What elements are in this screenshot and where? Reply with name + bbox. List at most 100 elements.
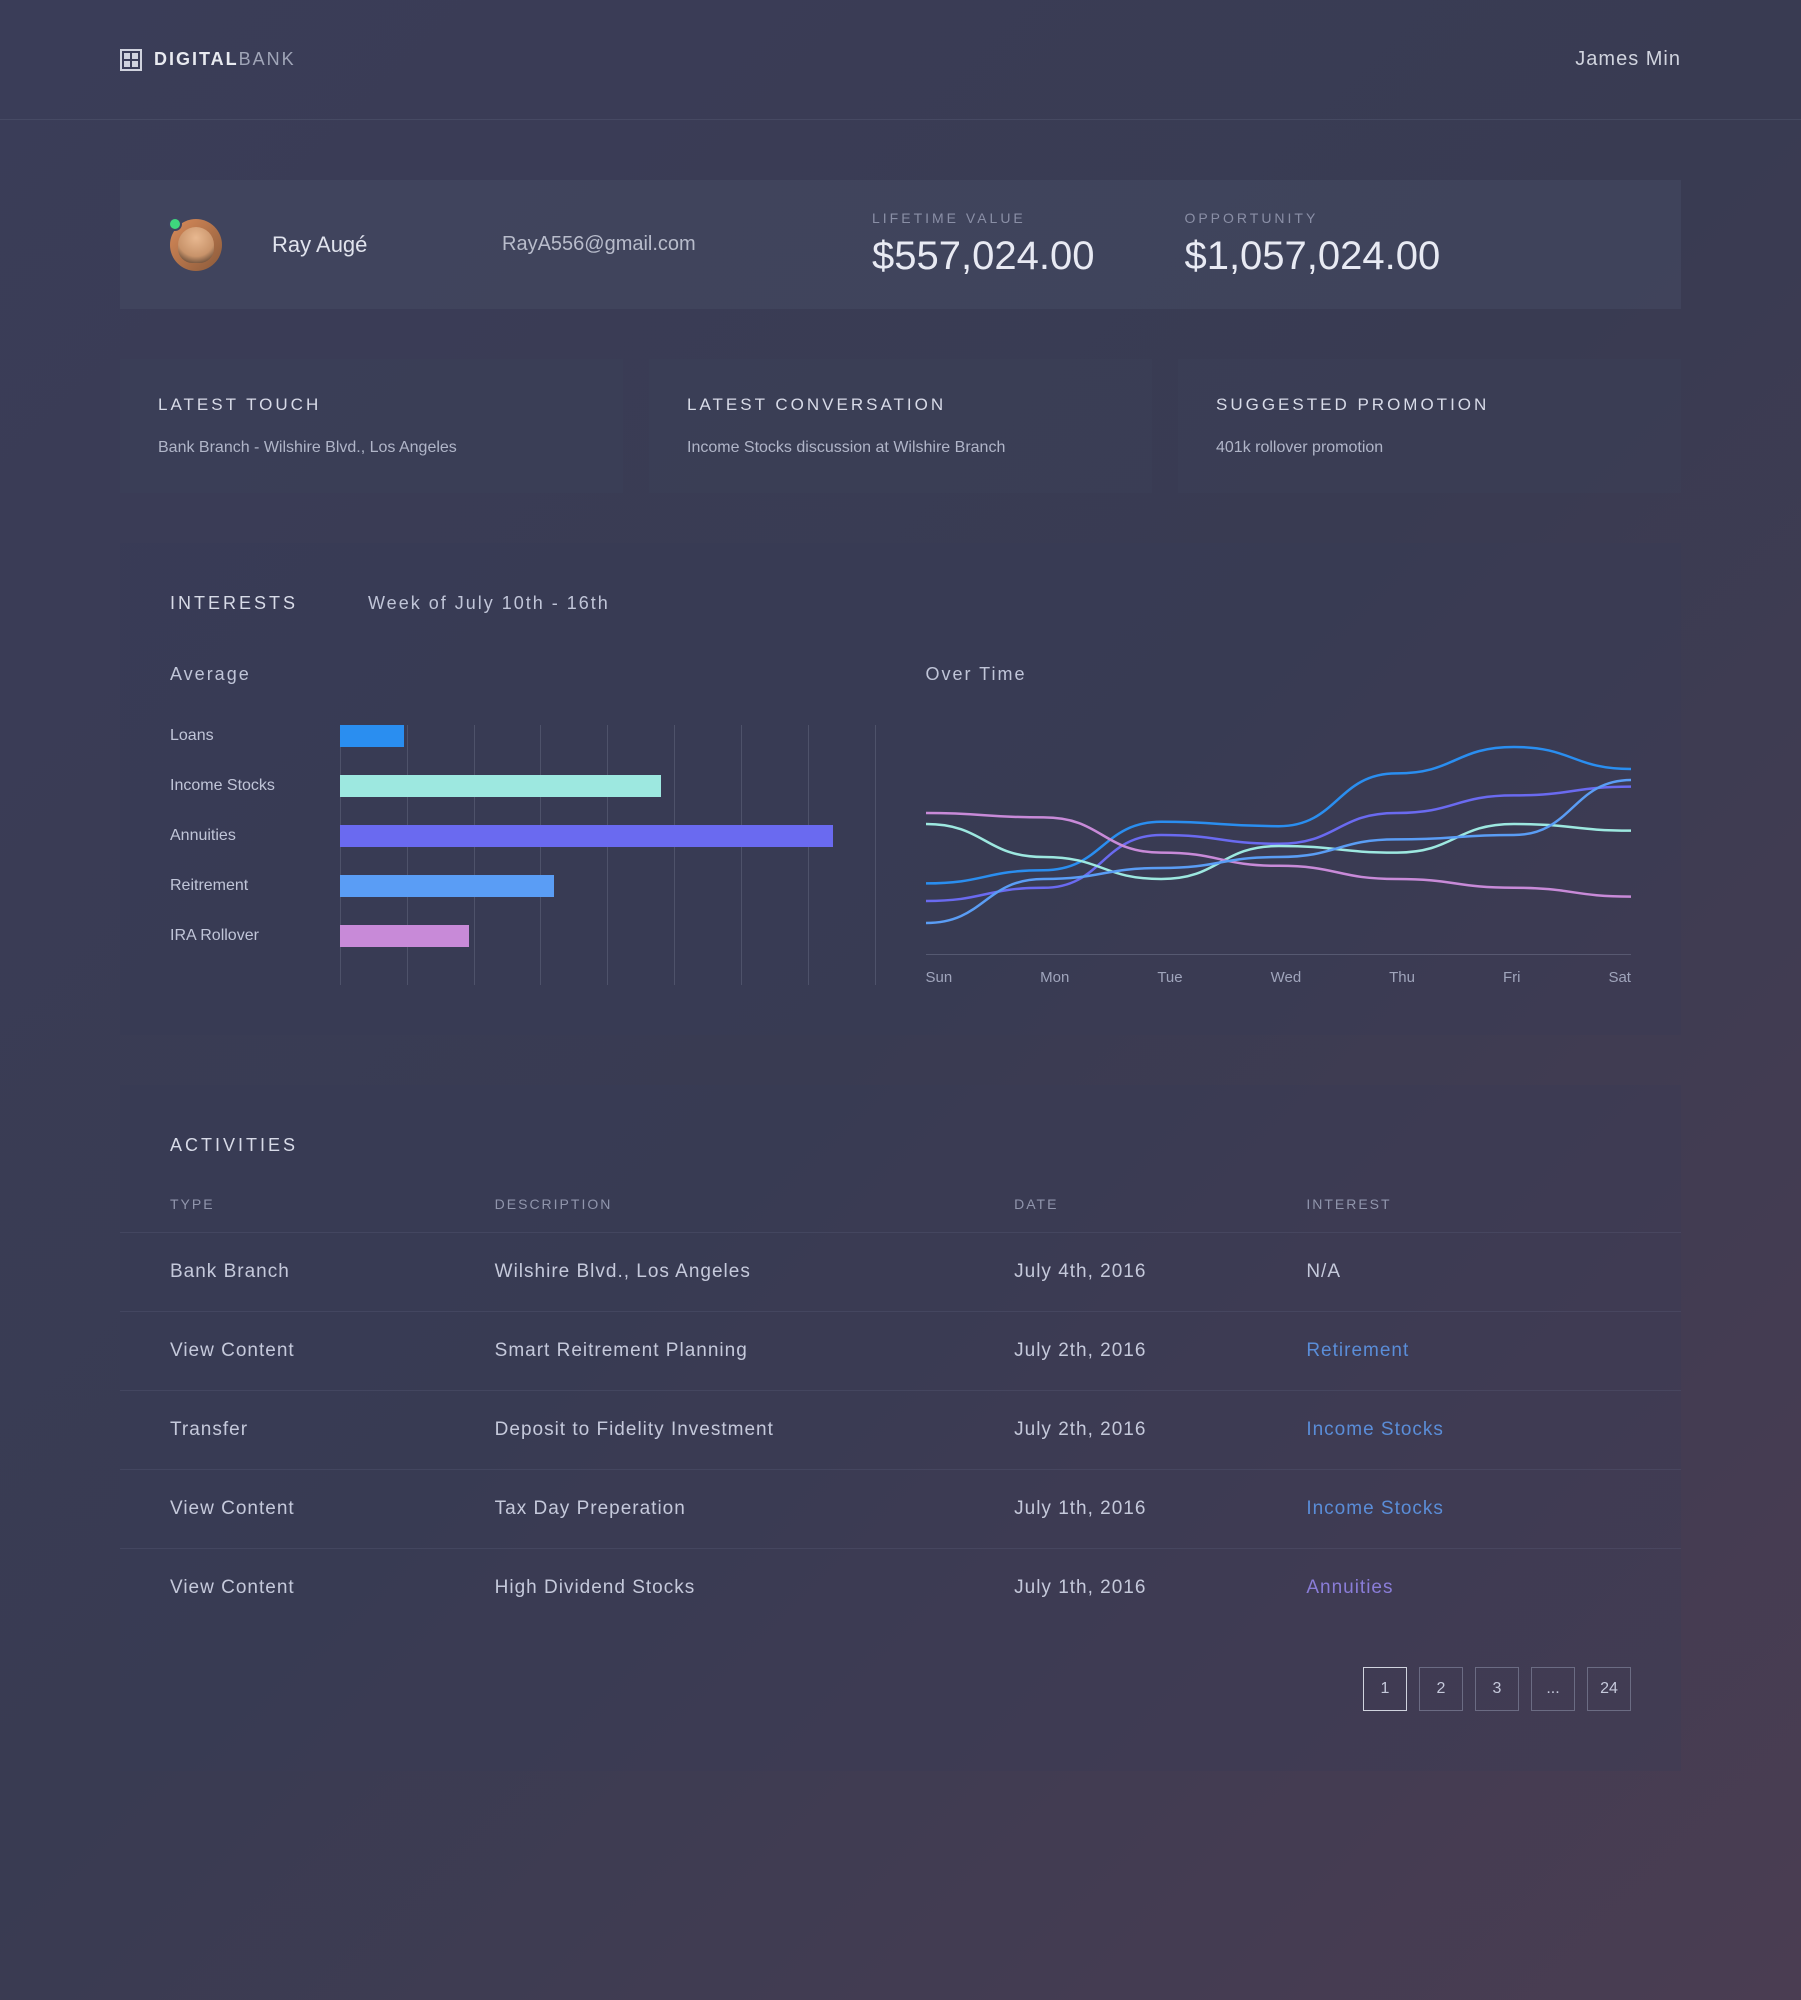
opportunity-value: $1,057,024.00	[1184, 234, 1440, 279]
average-chart-col: Average LoansIncome StocksAnnuitiesReitr…	[170, 664, 876, 985]
info-card-title: SUGGESTED PROMOTION	[1216, 395, 1643, 415]
bar-label: Income Stocks	[170, 775, 320, 797]
page-button[interactable]: 2	[1419, 1667, 1463, 1711]
line-chart-axis	[926, 954, 1632, 955]
main-content: Ray Augé RayA556@gmail.com LIFETIME VALU…	[0, 120, 1801, 1831]
lifetime-value-label: LIFETIME VALUE	[872, 210, 1094, 226]
interests-panel: INTERESTS Week of July 10th - 16th Avera…	[120, 543, 1681, 1035]
day-label: Fri	[1503, 969, 1521, 986]
info-card-body: Income Stocks discussion at Wilshire Bra…	[687, 439, 1114, 457]
logo[interactable]: DIGITALBANK	[120, 49, 296, 71]
bar-row	[340, 925, 876, 947]
cell-description: Deposit to Fidelity Investment	[495, 1419, 1014, 1441]
cell-date: July 1th, 2016	[1014, 1577, 1306, 1599]
avatar-wrap[interactable]	[170, 219, 222, 271]
column-header: INTEREST	[1306, 1196, 1631, 1212]
bar-chart-bars	[340, 725, 876, 985]
interests-title: INTERESTS	[170, 593, 298, 614]
info-card[interactable]: LATEST TOUCH Bank Branch - Wilshire Blvd.…	[120, 359, 623, 493]
column-header: TYPE	[170, 1196, 495, 1212]
bar-label: Loans	[170, 725, 320, 747]
day-label: Sun	[926, 969, 953, 986]
cell-type: Bank Branch	[170, 1261, 495, 1283]
cell-date: July 4th, 2016	[1014, 1261, 1306, 1283]
opportunity-metric: OPPORTUNITY $1,057,024.00	[1184, 210, 1440, 279]
average-chart-title: Average	[170, 664, 876, 685]
interest-link[interactable]: Retirement	[1306, 1340, 1631, 1362]
bar-chart: LoansIncome StocksAnnuitiesReitrementIRA…	[170, 725, 876, 985]
page-button[interactable]: ...	[1531, 1667, 1575, 1711]
info-card-body: Bank Branch - Wilshire Blvd., Los Angele…	[158, 439, 585, 457]
line-series[interactable]	[926, 780, 1632, 923]
username[interactable]: James Min	[1575, 48, 1681, 71]
day-label: Wed	[1271, 969, 1302, 986]
status-online-icon	[168, 217, 182, 231]
cell-type: View Content	[170, 1577, 495, 1599]
bar-row	[340, 875, 876, 897]
column-header: DATE	[1014, 1196, 1306, 1212]
table-row[interactable]: Bank BranchWilshire Blvd., Los AngelesJu…	[120, 1232, 1681, 1311]
overtime-chart-col: Over Time Sun Mon Tue Wed Thu Fri Sat	[926, 664, 1632, 985]
line-chart-days: Sun Mon Tue Wed Thu Fri Sat	[926, 969, 1632, 986]
day-label: Thu	[1389, 969, 1415, 986]
bar-row	[340, 725, 876, 747]
profile-name: Ray Augé	[272, 232, 452, 258]
logo-text-bold: DIGITAL	[154, 49, 239, 69]
profile-email[interactable]: RayA556@gmail.com	[502, 233, 782, 256]
day-label: Mon	[1040, 969, 1069, 986]
bar[interactable]	[340, 925, 469, 947]
info-card-title: LATEST TOUCH	[158, 395, 585, 415]
lifetime-value-metric: LIFETIME VALUE $557,024.00	[872, 210, 1094, 279]
line-series[interactable]	[926, 747, 1632, 883]
bar[interactable]	[340, 775, 661, 797]
column-header: DESCRIPTION	[495, 1196, 1014, 1212]
activities-table-body: Bank BranchWilshire Blvd., Los AngelesJu…	[120, 1232, 1681, 1627]
cell-description: Tax Day Preperation	[495, 1498, 1014, 1520]
cell-date: July 2th, 2016	[1014, 1340, 1306, 1362]
logo-text-light: BANK	[239, 49, 296, 69]
cell-description: Wilshire Blvd., Los Angeles	[495, 1261, 1014, 1283]
table-row[interactable]: View ContentTax Day PreperationJuly 1th,…	[120, 1469, 1681, 1548]
bar-label: Reitrement	[170, 875, 320, 897]
info-card[interactable]: SUGGESTED PROMOTION401k rollover promoti…	[1178, 359, 1681, 493]
table-row[interactable]: View ContentSmart Reitrement PlanningJul…	[120, 1311, 1681, 1390]
bar[interactable]	[340, 725, 404, 747]
line-chart-svg	[926, 725, 1632, 945]
line-series[interactable]	[926, 787, 1632, 901]
day-label: Sat	[1608, 969, 1631, 986]
opportunity-label: OPPORTUNITY	[1184, 210, 1440, 226]
bar-chart-area	[340, 725, 876, 985]
bar[interactable]	[340, 875, 554, 897]
cell-date: July 2th, 2016	[1014, 1419, 1306, 1441]
charts-row: Average LoansIncome StocksAnnuitiesReitr…	[170, 664, 1631, 985]
bar-label: IRA Rollover	[170, 925, 320, 947]
table-row[interactable]: View ContentHigh Dividend StocksJuly 1th…	[120, 1548, 1681, 1627]
overtime-chart-title: Over Time	[926, 664, 1632, 685]
page-button[interactable]: 24	[1587, 1667, 1631, 1711]
interest-link[interactable]: Income Stocks	[1306, 1498, 1631, 1520]
cell-type: View Content	[170, 1498, 495, 1520]
interest-link[interactable]: Annuities	[1306, 1577, 1631, 1599]
cell-description: Smart Reitrement Planning	[495, 1340, 1014, 1362]
line-chart: Sun Mon Tue Wed Thu Fri Sat	[926, 725, 1632, 985]
interests-header: INTERESTS Week of July 10th - 16th	[170, 593, 1631, 614]
page-button[interactable]: 1	[1363, 1667, 1407, 1711]
lifetime-value: $557,024.00	[872, 234, 1094, 279]
bar-row	[340, 825, 876, 847]
page-button[interactable]: 3	[1475, 1667, 1519, 1711]
bar[interactable]	[340, 825, 833, 847]
header: DIGITALBANK James Min	[0, 0, 1801, 120]
activities-title: ACTIVITIES	[120, 1135, 1681, 1156]
interest-link[interactable]: Income Stocks	[1306, 1419, 1631, 1441]
cell-description: High Dividend Stocks	[495, 1577, 1014, 1599]
pagination: 123... 24	[120, 1627, 1681, 1711]
day-label: Tue	[1157, 969, 1182, 986]
cell-date: July 1th, 2016	[1014, 1498, 1306, 1520]
activities-table-header: TYPEDESCRIPTIONDATEINTEREST	[120, 1196, 1681, 1232]
info-card[interactable]: LATEST CONVERSATIONIncome Stocks discuss…	[649, 359, 1152, 493]
cell-interest: N/A	[1306, 1261, 1631, 1283]
activities-panel: ACTIVITIES TYPEDESCRIPTIONDATEINTEREST B…	[120, 1085, 1681, 1771]
cell-type: Transfer	[170, 1419, 495, 1441]
table-row[interactable]: TransferDeposit to Fidelity InvestmentJu…	[120, 1390, 1681, 1469]
bar-chart-labels: LoansIncome StocksAnnuitiesReitrementIRA…	[170, 725, 320, 985]
